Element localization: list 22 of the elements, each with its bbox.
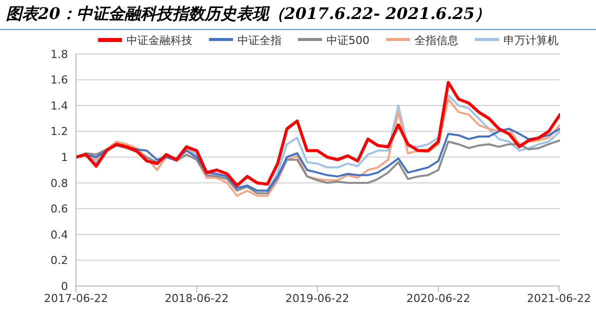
line-series (76, 80, 560, 187)
y-tick-label: 1.2 (50, 125, 68, 138)
y-tick-label: 0.2 (50, 254, 68, 268)
legend-label: 中证全指 (238, 32, 282, 48)
x-tick-label: 2017-06-22 (44, 292, 108, 305)
x-tick-label: 2018-06-22 (164, 292, 229, 305)
y-tick-label: 1.8 (50, 48, 68, 61)
chart-title: 图表20：中证金融科技指数历史表现（2017.6.22- 2021.6.25） (0, 0, 596, 30)
y-tick-label: 1.4 (50, 99, 68, 112)
y-tick-label: 0.6 (50, 202, 68, 216)
y-tick-label: 1 (61, 151, 68, 164)
legend-label: 全指信息 (414, 32, 458, 48)
legend-label: 申万计算机 (504, 32, 558, 48)
legend-label: 中证500 (326, 32, 370, 48)
x-tick-label: 2020-06-22 (406, 292, 470, 305)
y-tick-label: 0.4 (50, 228, 68, 242)
y-tick-label: 0 (61, 280, 68, 293)
legend-label: 中证金融科技 (126, 32, 192, 48)
y-tick-label: 1.6 (50, 74, 68, 87)
y-tick-label: 0.8 (50, 176, 68, 190)
x-tick-label: 2021-06-22 (527, 292, 591, 305)
x-tick-label: 2019-06-22 (285, 292, 350, 305)
